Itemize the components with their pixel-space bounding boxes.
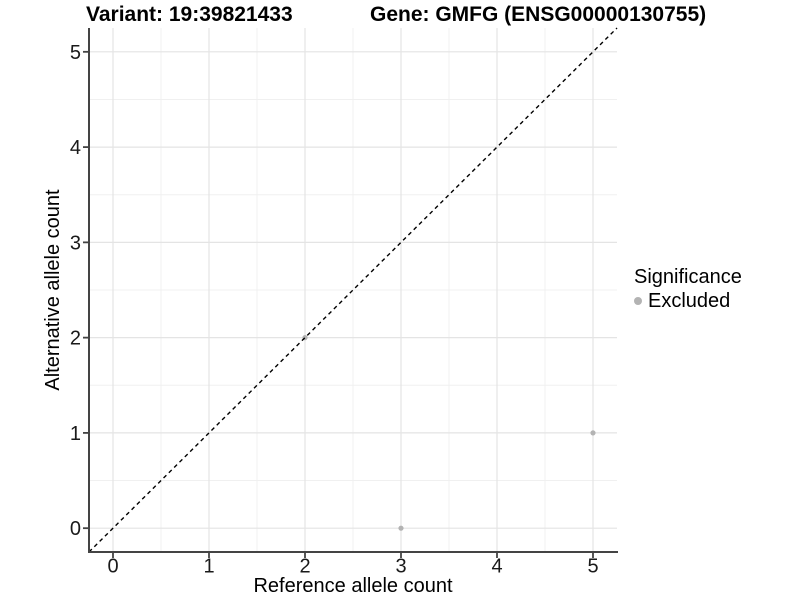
x-tick-label: 5 xyxy=(587,556,598,578)
x-tick-label: 4 xyxy=(491,556,502,578)
y-tick-label: 5 xyxy=(70,42,81,64)
y-tick-label: 2 xyxy=(70,328,81,350)
identity-line xyxy=(88,27,618,553)
x-axis-title: Reference allele count xyxy=(253,575,453,597)
legend-entry-excluded: Excluded xyxy=(634,289,742,313)
y-tick-label: 4 xyxy=(70,137,81,159)
y-tick-label: 3 xyxy=(70,232,81,254)
data-point xyxy=(590,430,596,436)
x-tick-label: 3 xyxy=(395,556,406,578)
data-point xyxy=(398,525,404,531)
legend-key-dot-icon xyxy=(634,297,642,305)
x-tick-label: 1 xyxy=(203,556,214,578)
legend: Significance Excluded xyxy=(634,265,742,313)
x-tick-label: 2 xyxy=(299,556,310,578)
x-tick-label: 0 xyxy=(107,556,118,578)
legend-title: Significance xyxy=(634,266,742,288)
legend-entry-label: Excluded xyxy=(648,290,731,312)
y-tick-label: 1 xyxy=(70,423,81,445)
y-tick-label: 0 xyxy=(70,518,81,540)
gene-title: Gene: GMFG (ENSG00000130755) xyxy=(370,3,707,26)
variant-title: Variant: 19:39821433 xyxy=(86,3,293,26)
y-axis-title: Alternative allele count xyxy=(42,189,64,391)
